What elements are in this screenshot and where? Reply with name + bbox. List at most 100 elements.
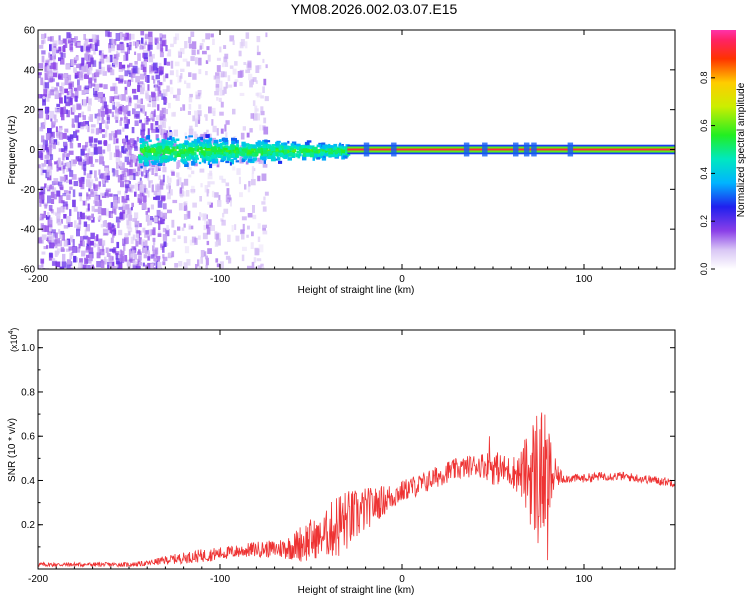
- spectrogram-cell: [175, 69, 179, 77]
- spectrogram-cell: [48, 240, 53, 244]
- spectrogram-cell: [205, 255, 208, 260]
- spectrogram-cell: [132, 234, 136, 241]
- spectrogram-cell: [64, 162, 68, 167]
- spectrogram-cell: [180, 73, 183, 79]
- spectrogram-cell: [59, 206, 64, 213]
- spectrogram-cell: [207, 219, 212, 227]
- spectrogram-cell: [256, 142, 261, 146]
- spectrogram-cell: [150, 144, 156, 148]
- spec-y-tick-label: 40: [24, 65, 36, 76]
- spectrogram-cell: [115, 33, 120, 41]
- spectrogram-cell: [114, 95, 119, 100]
- spectrogram-cell: [80, 124, 85, 129]
- spectrogram-cell: [115, 253, 119, 260]
- spectrogram-cell: [242, 146, 247, 149]
- spectrogram-cell: [97, 246, 101, 253]
- spectrogram-cell: [87, 148, 91, 156]
- spectrogram-cell: [132, 65, 138, 74]
- spectrogram-cell: [160, 217, 165, 225]
- spectrogram-cell: [97, 109, 101, 117]
- spectrogram-cell: [99, 71, 102, 75]
- spectrogram-cell: [62, 168, 65, 174]
- spectrogram-cell: [213, 159, 218, 164]
- spectrogram-cell: [287, 140, 290, 144]
- spectrogram-cell: [216, 143, 222, 148]
- spectrogram-cell: [292, 149, 297, 153]
- spectrogram-cell: [128, 44, 132, 51]
- spectrogram-cell: [127, 70, 131, 75]
- spectrogram-cell: [231, 159, 235, 163]
- spectrogram-cell: [145, 250, 148, 254]
- spectrogram-cell: [220, 128, 224, 134]
- spectrogram-cell: [163, 159, 166, 167]
- spectrogram-cell: [121, 205, 126, 211]
- spectrogram-cell: [241, 141, 246, 147]
- spectrogram-cell: [142, 262, 145, 267]
- spectrogram-cell: [147, 256, 151, 261]
- spectrogram-cell: [49, 185, 54, 190]
- spectrogram-cell: [198, 141, 202, 146]
- spectrogram-cell: [280, 142, 285, 148]
- spectrogram-cell: [40, 258, 45, 264]
- spectrogram-cell: [257, 236, 261, 242]
- spectrogram-cell: [68, 89, 72, 96]
- spectrogram-cell: [38, 164, 41, 169]
- spectrogram-cell: [157, 145, 163, 150]
- spectrogram-cell: [306, 140, 312, 143]
- spectrogram-cell: [162, 166, 167, 173]
- spectrogram-cell: [281, 150, 286, 154]
- spectrogram-cell: [263, 159, 266, 164]
- spectrogram-cell: [58, 195, 63, 204]
- spectrogram-cell: [105, 208, 109, 217]
- spectrogram-cell: [312, 147, 316, 150]
- spectrogram-cell: [205, 134, 210, 138]
- spectrogram-cell: [60, 74, 64, 80]
- spectrogram-cell: [132, 173, 136, 180]
- spectrogram-cell: [117, 94, 122, 100]
- spectrogram-cell: [116, 261, 121, 265]
- spectrogram-cell: [110, 237, 114, 244]
- spectrogram-cell: [159, 44, 163, 52]
- spectrogram-cell: [144, 33, 150, 40]
- spectrogram-cell: [206, 149, 212, 152]
- spectrogram-cell: [135, 75, 140, 83]
- spectrogram-cell: [241, 254, 245, 262]
- spectrogram-cell: [176, 179, 180, 187]
- spectrogram-cell: [159, 33, 163, 41]
- spectrogram-cell: [320, 151, 326, 156]
- spectrogram-cell: [254, 267, 258, 269]
- spectrogram-cell: [183, 266, 188, 269]
- spectrogram-cell: [71, 251, 74, 256]
- spectrogram-cell: [112, 248, 116, 253]
- spectrogram-cell: [293, 146, 297, 149]
- spectrogram-cell: [193, 139, 199, 144]
- spectrogram-cell: [46, 65, 50, 71]
- spectrogram-cell: [241, 216, 247, 221]
- spectrogram-cell: [50, 131, 55, 138]
- spectrogram-cell: [162, 152, 165, 156]
- spectrogram-cell: [271, 144, 276, 147]
- spectrogram-cell: [244, 184, 247, 190]
- spectrogram-cell: [41, 144, 45, 152]
- spectrogram-cell: [188, 128, 194, 135]
- spectrogram-cell: [216, 152, 222, 154]
- spectrogram-cell: [199, 213, 203, 218]
- spectrogram-cell: [53, 53, 56, 60]
- spectrogram-cell: [49, 89, 55, 96]
- spectrogram-cell: [146, 75, 150, 83]
- spectrogram-cell: [116, 44, 122, 51]
- spectrogram-cell: [61, 261, 67, 268]
- spectrogram-cell: [43, 80, 46, 87]
- spectrogram-cell: [126, 219, 130, 226]
- spectrogram-cell: [260, 157, 265, 160]
- spectrogram-cell: [211, 119, 214, 126]
- spectrogram-cell: [94, 143, 98, 152]
- spectrogram-cell: [252, 77, 257, 82]
- spectrogram-cell: [113, 54, 117, 59]
- spectrogram-cell: [190, 155, 194, 160]
- spectrogram-cell: [72, 189, 76, 198]
- spectrogram-cell: [129, 97, 132, 104]
- spectrogram-cell: [172, 137, 175, 140]
- spectrogram-cell: [89, 240, 94, 246]
- spectrogram-cell: [229, 150, 232, 153]
